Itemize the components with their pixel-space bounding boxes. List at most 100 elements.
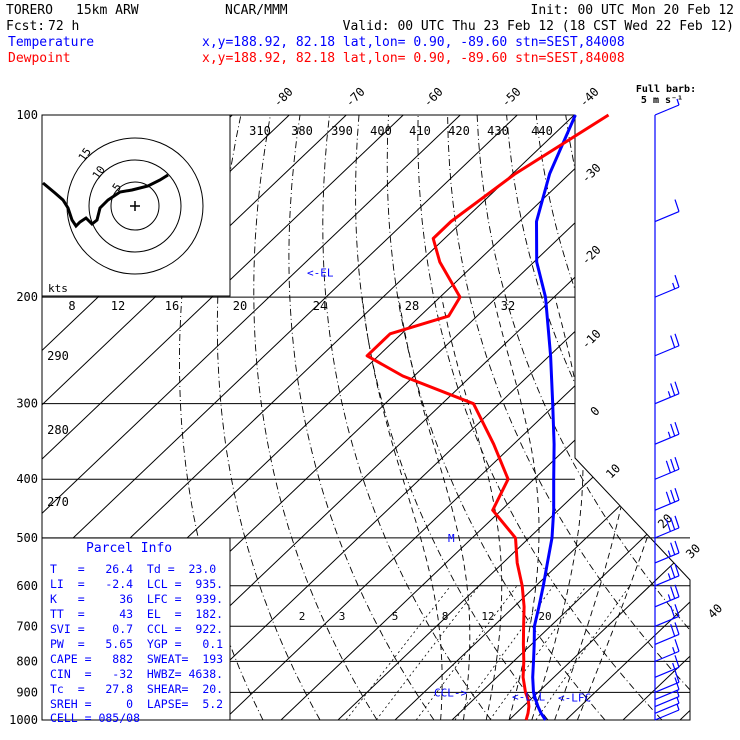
wind-barb-shaft — [654, 688, 680, 701]
dewpoint-profile-line — [365, 113, 610, 721]
fcst-label: Fcst: — [6, 19, 45, 34]
mixing-ratio-label: 5 — [392, 610, 399, 623]
isotherm-line — [223, 115, 690, 720]
wind-barb-half — [667, 431, 671, 438]
dry-adiabat-line — [653, 115, 690, 720]
parcel-row-4: TT = 43 EL = 182. — [50, 607, 223, 621]
annotation-el: <-EL — [307, 266, 334, 279]
dry-adiabat-line — [535, 115, 690, 720]
pressure-tick-label: 800 — [16, 654, 38, 668]
mixing-ratio-label: 2 — [299, 610, 306, 623]
legend-dewpoint-info: x,y=188.92, 82.18 lat,lon= 0.90, -89.60 … — [202, 51, 625, 66]
isotherm-line — [42, 115, 347, 720]
wind-barb-flag — [674, 639, 680, 652]
org-label: NCAR/MMM — [225, 3, 288, 18]
wind-barb — [654, 488, 680, 511]
isotherm-line — [394, 115, 690, 720]
wind-barb-flag — [670, 605, 676, 619]
wind-barb-flag — [674, 515, 680, 529]
wind-barb-flag — [674, 655, 680, 668]
dry-adiabat-line — [216, 115, 321, 720]
barb-label-line1: Full barb: — [636, 84, 696, 95]
parcel-row-9: Tc = 27.8 SHEAR= 20. — [50, 682, 223, 696]
hodograph-ring-label-15: 15 — [76, 145, 94, 163]
dry-adiabat-line — [565, 115, 690, 720]
wind-barb-flag — [674, 604, 680, 617]
wind-barb-half — [667, 391, 671, 398]
dry-adiabat-line — [386, 115, 606, 720]
wind-barb-half — [672, 282, 676, 290]
theta-e-label: 20 — [233, 299, 247, 313]
theta-label-left: 280 — [47, 423, 69, 437]
pressure-tick-label: 700 — [16, 619, 38, 633]
wind-barb-flag — [670, 586, 676, 599]
theta-label: 400 — [370, 124, 392, 138]
wind-barb — [654, 199, 680, 223]
wind-barb — [654, 563, 680, 587]
wind-barb-flag — [670, 624, 676, 637]
wind-barb-half — [676, 98, 680, 106]
parcel-row-6: PW = 5.65 YGP = 0.1 — [50, 637, 223, 651]
wind-barb-flag — [674, 488, 680, 501]
wind-barb — [654, 655, 680, 678]
annotation-lcl: <-LCL — [512, 690, 545, 703]
wind-barb-shaft — [654, 468, 680, 480]
dry-adiabat-line — [322, 115, 492, 720]
parcel-row-1: T = 26.4 Td = 23.0 — [50, 562, 216, 576]
pressure-tick-label: 300 — [16, 397, 38, 411]
wind-barb-half — [672, 662, 676, 670]
annotation-lfc: <-LFC — [558, 691, 591, 704]
isotherm-label-right: 0 — [588, 404, 603, 419]
wind-barb — [654, 697, 680, 714]
pressure-tick-label: 400 — [16, 472, 38, 486]
dry-adiabat-line — [476, 115, 690, 720]
wind-barb-flag — [665, 491, 671, 504]
mixing-ratio-label: 12 — [481, 610, 494, 623]
wind-barb-flag — [670, 517, 676, 530]
theta-e-label: 16 — [165, 299, 179, 313]
hodograph-ring-5 — [110, 181, 160, 231]
pressure-tick-label: 500 — [16, 531, 38, 545]
wind-barb-half — [676, 690, 680, 697]
wind-barb-shaft — [654, 393, 680, 405]
dry-adiabat-line — [447, 115, 690, 720]
valid-time: Valid: 00 UTC Thu 23 Feb 12 (18 CST Wed … — [343, 19, 734, 34]
pressure-tick-label: 1000 — [9, 713, 38, 727]
legend-temperature-info: x,y=188.92, 82.18 lat,lon= 0.90, -89.60 … — [202, 35, 625, 50]
annotation-ccl: CCL-> — [434, 687, 467, 700]
hodograph-trace — [42, 173, 169, 229]
legend-temperature-name: Temperature — [8, 35, 94, 50]
wind-barb-shaft — [654, 210, 680, 223]
wind-barb-flag — [665, 460, 671, 474]
isotherm-label-right: 30 — [683, 541, 703, 561]
wind-barb — [654, 622, 680, 645]
parcel-info-frame — [41, 537, 231, 721]
wind-barb-half — [672, 646, 676, 654]
wind-barb-flag — [674, 381, 680, 394]
wind-barb — [654, 677, 680, 701]
wind-barb-shaft — [654, 709, 680, 721]
wind-barb-flag — [674, 333, 680, 346]
wind-barb — [654, 98, 680, 116]
theta-label: 310 — [249, 124, 271, 138]
hodograph-ring-label-10: 10 — [90, 163, 108, 181]
wind-barb-shaft — [654, 695, 680, 708]
parcel-row-3: K = 36 LFC = 939. — [50, 592, 223, 606]
isotherm-line — [42, 115, 518, 720]
pressure-tick-label: 600 — [16, 579, 38, 593]
wind-barb-flag — [674, 540, 680, 554]
isotherm-label-top: -50 — [499, 85, 524, 110]
wind-barb-flag — [674, 670, 680, 683]
wind-barb-flag — [674, 199, 680, 212]
wind-barb-flag — [670, 542, 676, 555]
isotherm-line — [42, 115, 404, 720]
parcel-row-8: CIN = -32 HWBZ= 4638. — [50, 667, 223, 681]
isotherm-label-right: -20 — [579, 243, 604, 268]
mixing-ratio-label: 8 — [442, 610, 449, 623]
theta-label: 380 — [291, 124, 313, 138]
moist-adiabat-line — [398, 297, 471, 720]
isotherm-label-top: -70 — [343, 85, 368, 110]
parcel-row-10: SREH = 0 LAPSE= 5.2 — [50, 697, 223, 711]
dry-adiabat-line — [253, 115, 378, 720]
